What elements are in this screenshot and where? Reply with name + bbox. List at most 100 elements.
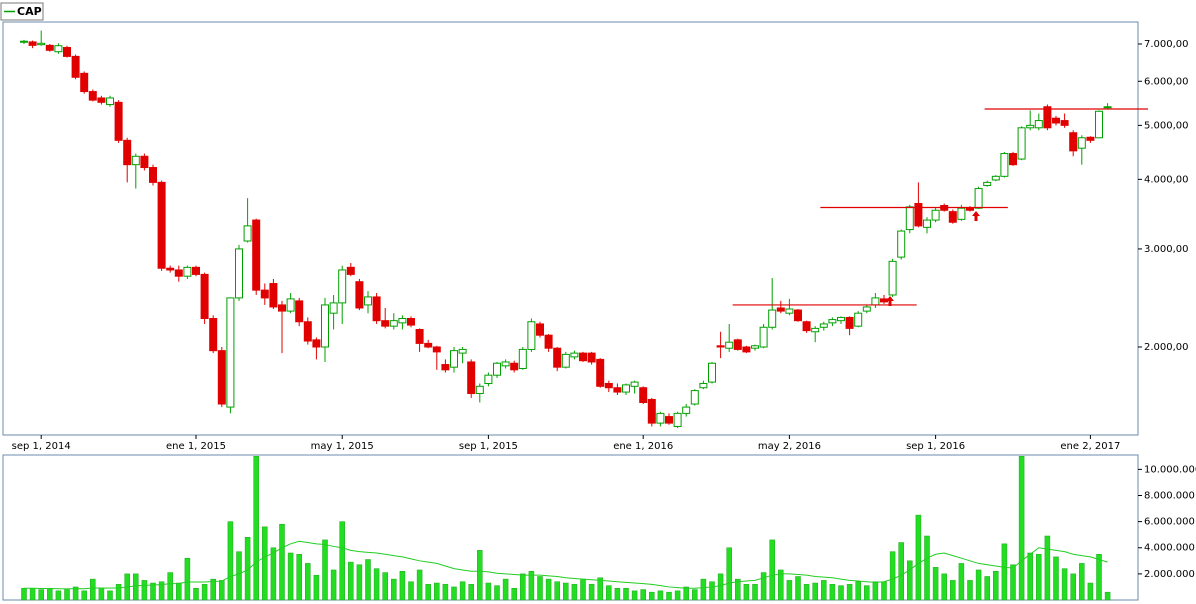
- y-tick-label: 7.000,00: [1144, 39, 1189, 50]
- volume-bar: [1010, 564, 1016, 601]
- volume-bar: [554, 581, 560, 601]
- volume-bar: [700, 578, 707, 601]
- volume-bar: [984, 576, 990, 601]
- volume-bar: [752, 584, 758, 601]
- arrow: [972, 211, 980, 221]
- volume-bar: [502, 578, 509, 601]
- volume-bar: [115, 584, 122, 601]
- volume-bar: [47, 587, 53, 601]
- volume-bar: [821, 580, 827, 601]
- candle-body: [544, 334, 553, 349]
- candle-body: [888, 260, 897, 296]
- candle-body: [837, 316, 845, 322]
- candle-body: [450, 350, 458, 368]
- candle-body: [149, 167, 157, 183]
- candle-body: [226, 297, 235, 408]
- candle-body: [475, 385, 484, 395]
- volume-bar: [236, 551, 242, 601]
- candle-body: [260, 289, 269, 299]
- y-tick-label: 6.000,00: [1144, 76, 1189, 87]
- candle-body: [28, 41, 37, 46]
- volume-bar: [227, 521, 234, 601]
- candle-body: [570, 352, 579, 358]
- volume-bar: [287, 552, 294, 601]
- candle-body: [690, 390, 699, 405]
- volume-bar: [623, 587, 629, 601]
- candle-body: [321, 304, 329, 348]
- candle-body: [140, 155, 149, 169]
- volume-bar: [511, 587, 517, 601]
- candle-body: [209, 318, 218, 352]
- candle-body: [630, 381, 639, 387]
- volume-bar: [313, 574, 320, 601]
- volume-bar: [141, 580, 148, 601]
- candle-body: [71, 55, 80, 78]
- x-tick-label: ene 1, 2016: [613, 441, 673, 452]
- candle-body: [536, 323, 544, 336]
- volume-bar: [107, 590, 113, 601]
- volume-bar: [98, 587, 105, 601]
- candle-body: [398, 318, 407, 324]
- y-tick-label: 5.000,00: [1144, 120, 1189, 131]
- volume-bar: [649, 591, 655, 601]
- volume-bar: [416, 569, 423, 601]
- volume-bar: [1061, 568, 1068, 601]
- candle-body: [742, 346, 751, 353]
- volume-bar: [348, 561, 354, 601]
- candle-body: [553, 347, 562, 368]
- candle-body: [1026, 124, 1035, 129]
- candle-body: [897, 230, 906, 258]
- volume-bar: [1104, 591, 1111, 601]
- volume-panel: [2, 454, 1139, 601]
- volume-bar: [38, 589, 44, 601]
- candle-body: [647, 398, 656, 424]
- candle-body: [372, 296, 381, 322]
- candle-body: [957, 207, 966, 220]
- candle-body: [725, 341, 734, 349]
- y-tick-label: 2.000.000: [1144, 569, 1195, 580]
- volume-bar: [932, 567, 939, 601]
- candle-body: [880, 298, 888, 303]
- candle-body: [1009, 153, 1017, 166]
- volume-bar: [296, 554, 302, 601]
- candle-body: [948, 211, 957, 223]
- x-tick-label: sep 1, 2016: [906, 441, 965, 452]
- candle-body: [37, 42, 46, 46]
- volume-bar: [545, 578, 552, 601]
- volume-bar: [769, 539, 775, 601]
- volume-bar: [975, 569, 982, 601]
- volume-bar: [657, 590, 664, 601]
- volume-bar: [442, 584, 449, 601]
- candle-body: [785, 308, 794, 314]
- legend: CAP: [0, 2, 44, 21]
- volume-bar: [563, 582, 569, 601]
- x-tick-label: ene 2, 2017: [1060, 441, 1120, 452]
- candle-body: [1052, 117, 1060, 124]
- volume-bar: [829, 584, 836, 601]
- volume-bar: [950, 580, 956, 601]
- candle-body: [905, 206, 914, 231]
- candle-body: [819, 323, 828, 328]
- candle-body: [923, 219, 931, 228]
- volume-bar: [743, 584, 750, 601]
- volume-bar: [262, 526, 268, 601]
- candle-body: [966, 207, 974, 211]
- candle-body: [1017, 127, 1026, 160]
- candle-body: [811, 327, 820, 333]
- volume-bar: [29, 587, 36, 601]
- candle-body: [123, 139, 132, 166]
- candle-body: [776, 307, 785, 312]
- volume-bar: [193, 587, 199, 601]
- volume-bar: [958, 563, 965, 601]
- candle-body: [862, 306, 871, 312]
- volume-bar: [1087, 582, 1094, 601]
- candle-body: [1069, 132, 1078, 152]
- candle-body: [458, 348, 467, 354]
- candle-body: [1034, 120, 1043, 129]
- volume-bar: [735, 578, 741, 601]
- candle-body: [88, 91, 97, 101]
- candle-body: [432, 346, 441, 353]
- candle-body: [854, 312, 863, 327]
- candle-body: [733, 339, 742, 350]
- volume-bar: [855, 581, 861, 601]
